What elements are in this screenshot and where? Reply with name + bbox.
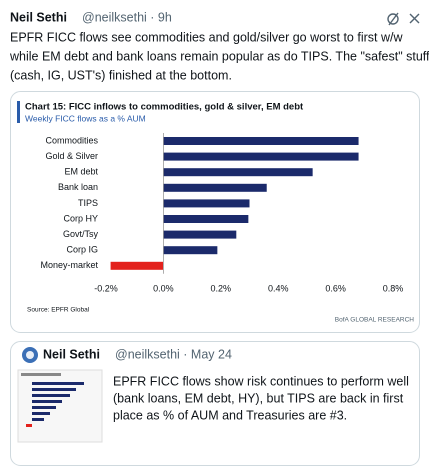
tweet-text-line: (cash, IG, UST's) finished at the bottom… [10,68,232,82]
category-label: Corp IG [66,245,98,255]
quoted-text-line: EPFR FICC flows show risk continues to p… [113,374,409,388]
quoted-tweet[interactable] [10,341,420,466]
category-label: Gold & Silver [45,151,98,161]
source: Source: EPFR Global [27,307,90,314]
title-accent [17,101,20,123]
tweet-text-line: while EM debt and bank loans remain popu… [9,49,429,63]
category-label: EM debt [64,167,98,177]
x-tick-label: 0.0% [153,283,174,293]
category-label: Bank loan [58,182,98,192]
bar [163,183,267,192]
x-tick-label: 0.6% [325,283,346,293]
bar [163,246,218,255]
bar [163,152,359,161]
quoted-text-line: (bank loans, EM debt, HY), but TIPS are … [113,391,404,405]
category-label: Corp HY [63,213,98,223]
x-tick-label: 0.8% [383,283,404,293]
bar [110,261,164,270]
chart-title: Chart 15: FICC inflows to commodities, g… [25,102,304,113]
bar [163,230,237,239]
tweet-text-line: EPFR FICC flows see commodities and gold… [10,30,403,44]
grok-icon[interactable] [387,12,399,26]
quoted-thumbnail[interactable] [17,369,103,443]
bar [163,199,250,208]
quoted-handle-time[interactable]: @neilksethi · May 24 [115,347,232,361]
x-tick-label: 0.2% [211,283,232,293]
chart-subtitle: Weekly FICC flows as a % AUM [25,113,146,123]
credit: BofA GLOBAL RESEARCH [335,317,415,324]
category-label: Commodities [45,135,98,145]
bar [163,215,249,223]
bar [163,137,359,145]
category-label: TIPS [78,198,98,208]
media-card[interactable] [10,91,420,333]
category-label: Money-market [40,260,98,270]
x-tick-label: -0.2% [94,283,118,293]
bar [163,168,313,177]
x-tick-label: 0.4% [268,283,289,293]
avatar-detail [26,351,34,359]
close-icon[interactable] [409,13,420,24]
category-label: Govt/Tsy [63,229,99,239]
quoted-text-line: place as % of AUM and Treasuries are #3. [113,408,347,422]
quoted-author[interactable]: Neil Sethi [43,347,100,361]
handle-time[interactable]: @neilksethi · 9h [82,10,172,24]
author-name[interactable]: Neil Sethi [10,10,67,24]
